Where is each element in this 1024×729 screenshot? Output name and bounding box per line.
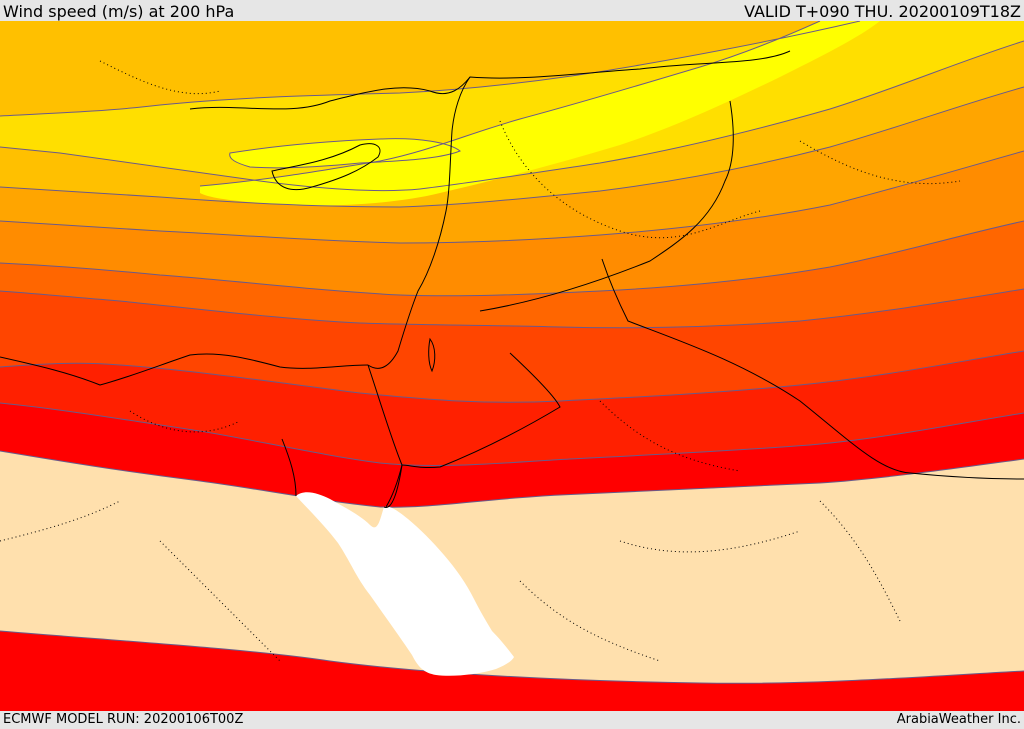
levant-coast bbox=[367, 76, 471, 369]
admin-border bbox=[0, 500, 121, 542]
contour-line bbox=[0, 402, 1024, 467]
contour-line bbox=[0, 288, 1024, 329]
admin-borders bbox=[0, 60, 961, 662]
valid-time-label: VALID T+090 THU. 20200109T18Z bbox=[744, 2, 1021, 21]
red-sea bbox=[296, 492, 514, 676]
admin-border bbox=[99, 60, 221, 95]
jordan-iraq-border bbox=[601, 258, 1024, 480]
wind-contours bbox=[0, 21, 1024, 684]
model-run-label: ECMWF MODEL RUN: 20200106T00Z bbox=[3, 712, 244, 727]
admin-border bbox=[819, 500, 901, 622]
header-bar: Wind speed (m/s) at 200 hPa VALID T+090 … bbox=[0, 0, 1024, 21]
turkey-coast bbox=[189, 50, 791, 110]
sinai-border bbox=[367, 364, 403, 508]
contour-line bbox=[0, 40, 1024, 192]
credit-label: ArabiaWeather Inc. bbox=[896, 712, 1021, 727]
contour-line bbox=[0, 86, 1024, 208]
egypt-coast bbox=[0, 353, 369, 386]
admin-border bbox=[129, 410, 241, 433]
admin-border bbox=[159, 540, 281, 662]
band-60-plus-core bbox=[200, 21, 880, 206]
gulf-suez-west bbox=[281, 438, 297, 497]
contour-line bbox=[0, 21, 861, 117]
southern-jet-band bbox=[0, 631, 1024, 711]
contour-line bbox=[0, 220, 1024, 297]
map-title: Wind speed (m/s) at 200 hPa bbox=[3, 2, 235, 21]
coastlines-borders bbox=[0, 50, 1024, 508]
footer-bar: ECMWF MODEL RUN: 20200106T00Z ArabiaWeat… bbox=[0, 711, 1024, 729]
wind-speed-map bbox=[0, 21, 1024, 711]
admin-border bbox=[799, 140, 961, 185]
contour-line bbox=[0, 150, 1024, 244]
syria-iraq-border bbox=[479, 100, 734, 312]
cyprus-island bbox=[271, 143, 381, 191]
contour-line bbox=[0, 350, 1024, 403]
contour-line bbox=[0, 450, 1024, 508]
contour-line bbox=[229, 138, 461, 169]
gulf-aqaba-east bbox=[385, 464, 403, 508]
jordan-saudi-border bbox=[401, 352, 561, 469]
contour-line bbox=[199, 21, 821, 187]
dead-sea bbox=[428, 337, 436, 373]
admin-border bbox=[499, 120, 761, 239]
contour-line bbox=[0, 630, 1024, 684]
